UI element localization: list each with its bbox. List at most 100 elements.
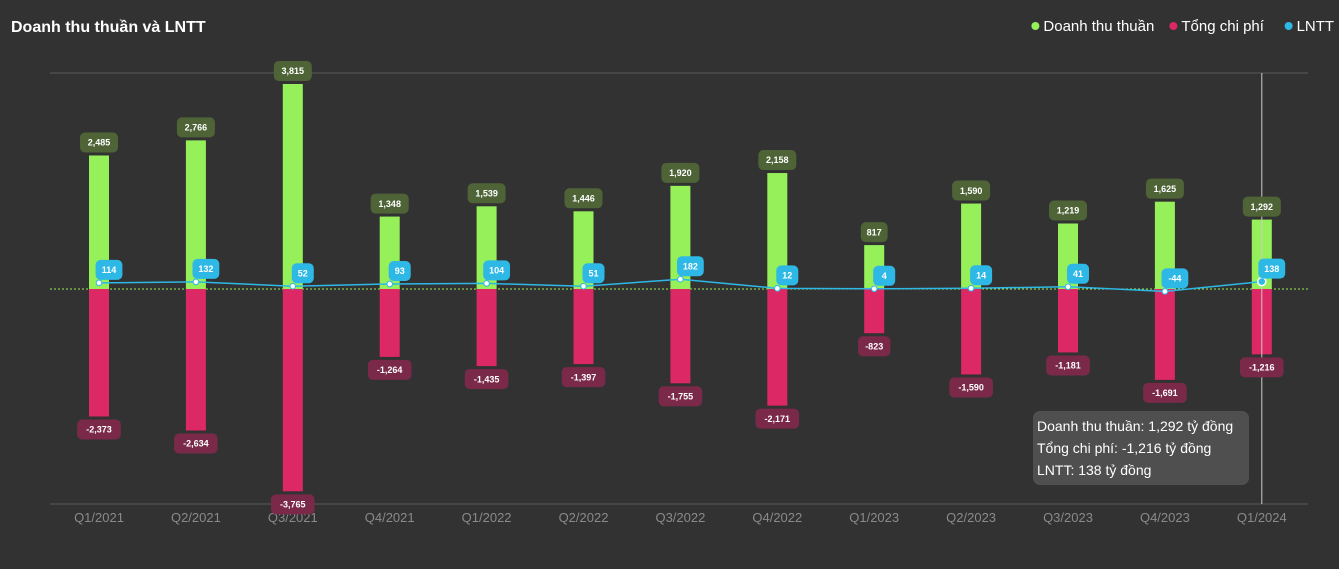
legend-marker-doanh-thu-thuan — [1031, 22, 1040, 30]
lntt-point-q3-2023[interactable] — [1064, 283, 1072, 291]
x-tick-label: Q4/2023 — [1140, 510, 1190, 525]
lntt-point-q2-2021[interactable] — [192, 278, 200, 286]
lntt-point-q1-2023[interactable] — [870, 285, 878, 293]
cost-data-label: -2,171 — [765, 414, 791, 424]
legend: Doanh thu thuần Tổng chi phí LNTT — [1031, 18, 1334, 35]
bar-tong-chi-phi-q2-2022[interactable] — [573, 289, 594, 365]
bar-tong-chi-phi-q3-2021[interactable] — [282, 289, 303, 492]
lntt-point-q4-2023[interactable] — [1161, 288, 1169, 295]
cost-data-label: -2,634 — [183, 439, 209, 449]
chart-title: Doanh thu thuần và LNTT — [11, 19, 206, 36]
cost-data-label-bg — [561, 367, 606, 388]
x-tick-label: Q2/2022 — [559, 510, 609, 525]
tooltip-line-revenue: Doanh thu thuần: 1,292 tỷ đồng — [1037, 418, 1233, 434]
cost-data-label-bg — [271, 494, 315, 515]
legend-label-doanh-thu-thuan[interactable]: Doanh thu thuần — [1043, 18, 1154, 35]
lntt-point-q3-2022[interactable] — [677, 275, 684, 283]
revenue-data-label-bg — [273, 61, 312, 81]
cost-data-label: -823 — [865, 341, 883, 351]
x-tick-label: Q4/2021 — [365, 510, 415, 525]
x-tick-label: Q2/2021 — [171, 510, 221, 525]
lntt-point-q1-2021[interactable] — [95, 279, 103, 287]
cost-data-label-bg — [174, 433, 218, 454]
lntt-point-q4-2021[interactable] — [386, 280, 394, 288]
revenue-data-label-bg — [758, 150, 797, 171]
revenue-data-label-bg — [564, 188, 603, 209]
bar-doanh-thu-thuan-q4-2023[interactable] — [1154, 201, 1175, 289]
bar-tong-chi-phi-q1-2021[interactable] — [89, 289, 109, 417]
lntt-data-label-bg — [776, 265, 799, 286]
lntt-data-label: 138 — [1264, 264, 1279, 274]
revenue-data-label-bg — [661, 162, 700, 183]
cost-data-label: -1,590 — [958, 383, 984, 393]
bar-tong-chi-phi-q2-2021[interactable] — [185, 289, 206, 431]
cost-data-label: -1,691 — [1152, 388, 1178, 398]
revenue-data-label-bg — [80, 132, 118, 153]
legend-label-lntt[interactable]: LNTT — [1297, 18, 1335, 35]
revenue-data-label: 817 — [867, 227, 882, 237]
lntt-point-q2-2022[interactable] — [580, 282, 587, 290]
revenue-data-label-bg — [1145, 178, 1184, 199]
lntt-data-label: 182 — [683, 261, 698, 271]
revenue-data-label: 1,446 — [572, 193, 595, 203]
cost-data-label-bg — [1240, 357, 1284, 378]
x-tick-label: Q2/2023 — [946, 510, 996, 525]
lntt-data-label: 93 — [395, 266, 405, 276]
bar-tong-chi-phi-q2-2023[interactable] — [961, 289, 982, 375]
cost-data-label: -1,755 — [668, 392, 694, 402]
revenue-data-label: 1,348 — [378, 199, 401, 209]
cost-data-label-bg — [77, 419, 121, 440]
cost-data-label-bg — [367, 359, 412, 380]
cost-data-label-bg — [1143, 382, 1187, 403]
cost-data-label-bg — [658, 386, 703, 407]
lntt-data-label: 114 — [102, 265, 117, 275]
cost-data-label: -1,181 — [1055, 361, 1081, 371]
bar-tong-chi-phi-q4-2021[interactable] — [379, 289, 400, 357]
bar-doanh-thu-thuan-q1-2021[interactable] — [89, 155, 109, 289]
lntt-data-label: 12 — [782, 271, 792, 281]
bar-doanh-thu-thuan-q4-2022[interactable] — [767, 173, 788, 289]
revenue-data-label-bg — [1049, 200, 1087, 221]
x-tick-label: Q3/2022 — [655, 510, 705, 525]
lntt-point-q2-2023[interactable] — [967, 284, 975, 292]
tooltip-line-lntt: LNTT: 138 tỷ đồng — [1037, 462, 1151, 478]
legend-label-tong-chi-phi[interactable]: Tổng chi phí — [1181, 18, 1264, 35]
bar-tong-chi-phi-q4-2022[interactable] — [767, 289, 788, 406]
lntt-data-label-bg — [483, 260, 510, 281]
tooltip: Doanh thu thuần: 1,292 tỷ đồng Tổng chi … — [1033, 411, 1249, 485]
lntt-point-q1-2022[interactable] — [483, 280, 490, 287]
lntt-point-q4-2022[interactable] — [774, 285, 781, 292]
lntt-data-label-bg — [582, 263, 605, 284]
cost-data-label-bg — [755, 408, 800, 429]
bar-doanh-thu-thuan-q2-2021[interactable] — [185, 140, 206, 289]
bar-tong-chi-phi-q3-2022[interactable] — [670, 289, 691, 384]
revenue-data-label: 1,920 — [669, 168, 692, 178]
revenue-data-label: 3,815 — [282, 66, 305, 76]
cost-data-label: -1,397 — [571, 372, 597, 382]
bar-tong-chi-phi-q1-2023[interactable] — [864, 289, 885, 334]
cost-data-label-bg — [464, 369, 509, 390]
lntt-point-q1-2024[interactable] — [1257, 276, 1267, 287]
x-tick-label: Q3/2023 — [1043, 510, 1093, 525]
revenue-data-label-bg — [176, 117, 215, 138]
revenue-data-label-bg — [860, 222, 888, 243]
revenue-data-label: 1,625 — [1154, 184, 1177, 194]
lntt-data-label-bg — [388, 261, 411, 282]
lntt-data-label: -44 — [1168, 274, 1181, 284]
bar-tong-chi-phi-q4-2023[interactable] — [1154, 289, 1175, 380]
lntt-data-label: 104 — [489, 266, 504, 276]
cost-data-label: -1,216 — [1249, 363, 1275, 373]
lntt-point-q3-2021[interactable] — [289, 282, 297, 290]
revenue-data-label: 1,539 — [475, 189, 498, 199]
revenue-data-label: 2,766 — [185, 123, 208, 133]
revenue-data-label: 1,219 — [1057, 206, 1080, 216]
revenue-data-label: 1,590 — [960, 186, 983, 196]
bar-doanh-thu-thuan-q3-2021[interactable] — [282, 84, 303, 289]
lntt-data-label: 4 — [882, 271, 887, 281]
bar-tong-chi-phi-q3-2023[interactable] — [1058, 289, 1078, 353]
revenue-data-label-bg — [467, 183, 506, 204]
legend-marker-tong-chi-phi — [1169, 22, 1178, 30]
bar-tong-chi-phi-q1-2022[interactable] — [476, 289, 497, 367]
cost-data-label: -1,264 — [377, 365, 403, 375]
